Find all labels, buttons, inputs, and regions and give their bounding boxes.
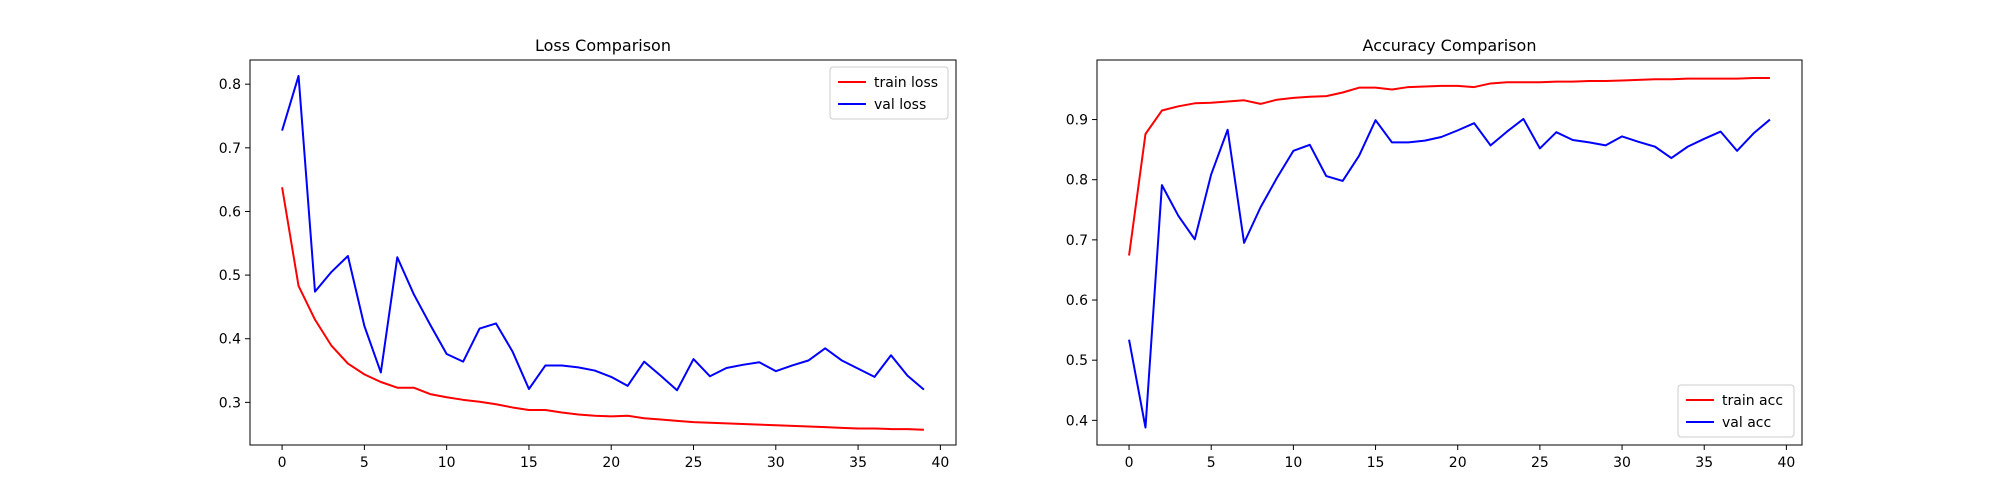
x-tick-label: 35 [849,455,867,471]
x-tick-label: 5 [360,455,369,471]
series-line-val-acc [1128,117,1771,429]
legend-box [829,66,949,120]
y-tick-label: 0.9 [1066,113,1088,129]
x-tick-label: 25 [1531,455,1549,471]
x-tick-label: 15 [1367,455,1385,471]
chart-title: Accuracy Comparison [1363,36,1537,55]
legend-box [1677,384,1795,438]
x-tick-label: 40 [931,455,949,471]
legend-label: val acc [1722,415,1771,431]
y-tick-label: 0.8 [219,77,241,93]
x-tick-label: 25 [685,455,703,471]
chart-loss: Loss Comparison 0 5 10 15 20 25 30 35 40 0.3 0.4 0.5… [219,36,957,471]
x-tick-label: 15 [520,455,538,471]
y-tick-label: 0.6 [1066,293,1088,309]
y-tick-label: 0.6 [219,204,241,220]
x-tick-label: 40 [1777,455,1795,471]
x-tick-label: 0 [278,455,287,471]
series-line-train-acc [1128,77,1770,256]
y-tick-label: 0.5 [1066,353,1088,369]
chart-title: Loss Comparison [535,36,671,55]
y-tick-label: 0.7 [1066,233,1088,249]
y-tick-label: 0.8 [1066,173,1088,189]
y-tick-label: 0.7 [219,141,241,157]
x-tick-label: 20 [602,455,620,471]
y-tick-label: 0.5 [219,268,241,284]
axes-frame [249,59,957,446]
y-tick-label: 0.4 [1066,413,1088,429]
legend: train acc val acc [1677,384,1795,438]
legend-label: train loss [874,75,938,91]
x-tick-label: 35 [1695,455,1713,471]
x-tick-label: 10 [438,455,456,471]
chart-accuracy: Accuracy Comparison 0 5 10 15 20 25 30 35 40 0.4 0.… [1066,36,1803,471]
plots-group: Loss Comparison 0 5 10 15 20 25 30 35 40 0.3 0.4 0.5… [219,36,1803,471]
series-line-train-loss [281,187,924,431]
series-line-val-loss [281,74,925,392]
x-tick-label: 20 [1449,455,1467,471]
y-tick-label: 0.4 [219,332,241,348]
x-tick-label: 0 [1125,455,1134,471]
x-tick-label: 30 [1613,455,1631,471]
x-tick-label: 10 [1284,455,1302,471]
legend: train loss val loss [829,66,949,120]
y-tick-label: 0.3 [219,395,241,411]
x-tick-label: 30 [767,455,785,471]
legend-label: val loss [874,97,926,113]
x-tick-label: 5 [1207,455,1216,471]
axes-frame [1096,59,1803,446]
legend-label: train acc [1722,393,1783,409]
